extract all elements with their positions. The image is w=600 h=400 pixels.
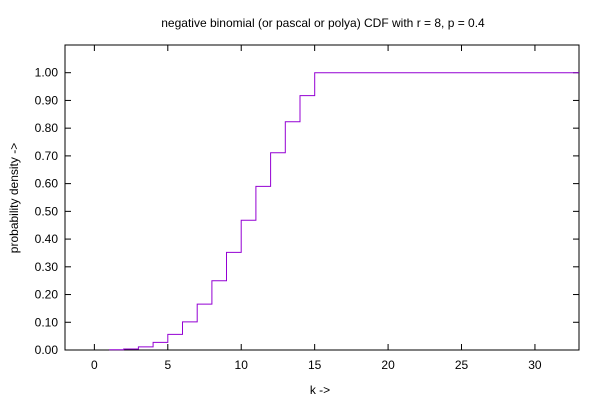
- y-tick-label: 0.00: [35, 343, 59, 357]
- plot-frame: [64, 44, 580, 351]
- x-tick-label: 30: [528, 358, 542, 372]
- y-tick-label: 0.40: [35, 232, 59, 246]
- cdf-step-line: [109, 72, 579, 351]
- x-tick-label: 5: [164, 358, 171, 372]
- x-tick-label: 15: [308, 358, 322, 372]
- x-tick-label: 20: [381, 358, 395, 372]
- y-tick-label: 1.00: [35, 66, 59, 80]
- y-tick-label: 0.10: [35, 315, 59, 329]
- y-tick-label: 0.70: [35, 149, 59, 163]
- y-tick-label: 0.90: [35, 93, 59, 107]
- y-tick-label: 0.30: [35, 260, 59, 274]
- y-tick-label: 0.50: [35, 204, 59, 218]
- x-axis-label: k ->: [310, 383, 330, 397]
- y-tick-label: 0.20: [35, 288, 59, 302]
- y-tick-label: 0.80: [35, 121, 59, 135]
- x-tick-label: 25: [455, 358, 469, 372]
- chart-title: negative binomial (or pascal or polya) C…: [161, 16, 485, 30]
- x-axis: 0 5 10 15 20 25 30: [91, 45, 542, 372]
- x-tick-label: 10: [235, 358, 249, 372]
- y-tick-label: 0.60: [35, 177, 59, 191]
- y-axis-label: probability density ->: [7, 143, 21, 253]
- x-tick-label: 0: [91, 358, 98, 372]
- series-layer: [109, 72, 579, 351]
- y-axis: 0.00 0.10 0.20 0.30 0.40 0.50 0.60 0.70 0.80 0.90…: [35, 66, 579, 357]
